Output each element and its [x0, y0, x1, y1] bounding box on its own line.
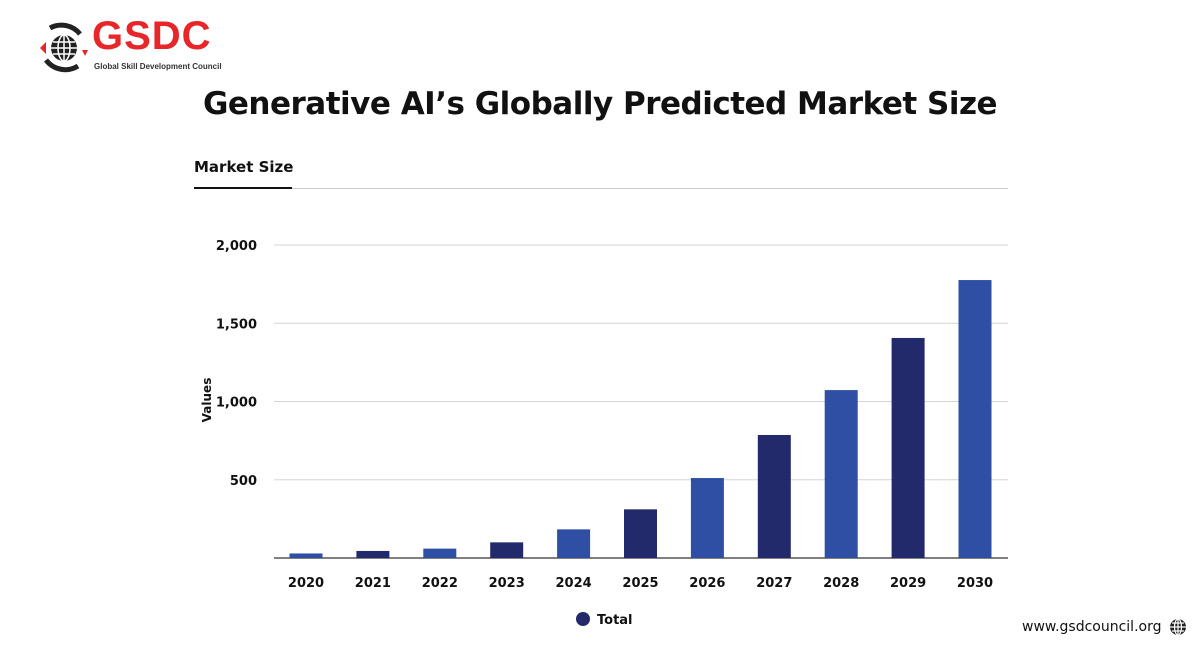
- page-title: Generative AI’s Globally Predicted Marke…: [202, 86, 998, 122]
- brand-tagline: Global Skill Development Council: [94, 62, 222, 71]
- x-tick-label: 2026: [689, 576, 725, 591]
- x-tick-label: 2020: [288, 576, 324, 591]
- x-tick-label: 2028: [823, 576, 859, 591]
- x-tick-label: 2023: [489, 576, 525, 591]
- bar-2020: [289, 553, 323, 558]
- x-tick-label: 2029: [890, 576, 926, 591]
- legend-label: Total: [597, 613, 633, 628]
- x-tick-label: 2024: [556, 576, 592, 591]
- gsdc-logo: GSDC Global Skill Development Council: [36, 14, 236, 76]
- bar-2024: [557, 529, 591, 558]
- website-link[interactable]: www.gsdcouncil.org: [1022, 619, 1162, 635]
- y-tick-label: 1,500: [216, 317, 257, 332]
- bar-2028: [824, 390, 858, 558]
- y-tick-label: 1,000: [216, 396, 257, 411]
- tab-active-indicator: [194, 187, 292, 189]
- brand-name: GSDC: [92, 14, 212, 58]
- y-axis-label: Values: [200, 378, 214, 423]
- bar-2023: [490, 542, 524, 558]
- bar-2030: [958, 280, 992, 558]
- tab-market-size[interactable]: Market Size: [194, 158, 294, 176]
- y-tick-label: 500: [230, 474, 257, 489]
- globe-icon: [1170, 618, 1186, 636]
- bar-2025: [624, 509, 657, 558]
- x-tick-label: 2030: [957, 576, 993, 591]
- globe-logo-icon: [40, 22, 88, 73]
- y-tick-label: 2,000: [216, 239, 257, 254]
- bar-2021: [356, 550, 390, 558]
- bar-2027: [757, 434, 791, 558]
- x-tick-label: 2022: [422, 576, 458, 591]
- x-tick-label: 2027: [756, 576, 792, 591]
- bar-2029: [891, 337, 925, 558]
- tab-divider: [194, 188, 1008, 189]
- bar-2022: [423, 548, 457, 558]
- legend-marker: [576, 612, 590, 626]
- x-tick-label: 2021: [355, 576, 391, 591]
- bar-2026: [690, 478, 724, 558]
- x-tick-label: 2025: [622, 576, 658, 591]
